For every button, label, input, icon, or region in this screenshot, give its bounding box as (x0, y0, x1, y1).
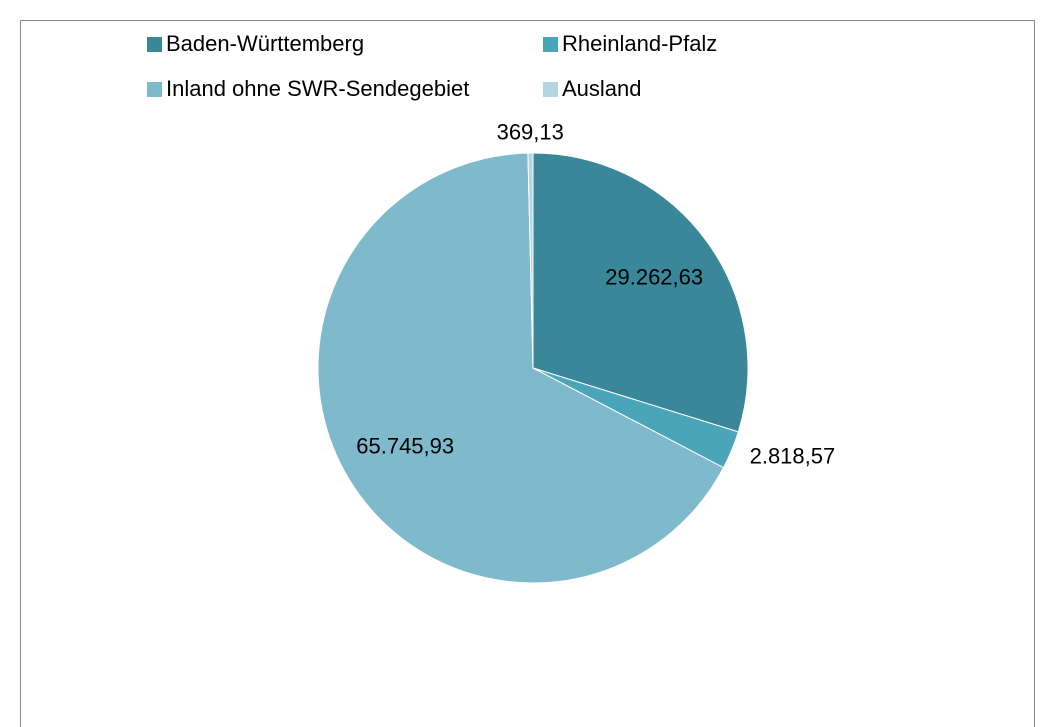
data-label: 2.818,57 (750, 443, 836, 468)
legend-swatch (147, 37, 162, 52)
legend-swatch (543, 37, 558, 52)
pie-slice (527, 152, 534, 369)
pie-slice (317, 152, 725, 584)
legend-label: Inland ohne SWR-Sendegebiet (166, 76, 469, 101)
data-label: 29.262,63 (605, 265, 703, 290)
legend-swatch (543, 82, 558, 97)
pie-slice (532, 152, 749, 433)
legend-label: Baden-Württemberg (166, 31, 364, 56)
legend-swatch (147, 82, 162, 97)
data-label: 65.745,93 (356, 433, 454, 458)
legend-label: Rheinland-Pfalz (562, 31, 717, 56)
legend-label: Ausland (562, 76, 642, 101)
data-label: 369,13 (497, 119, 564, 144)
